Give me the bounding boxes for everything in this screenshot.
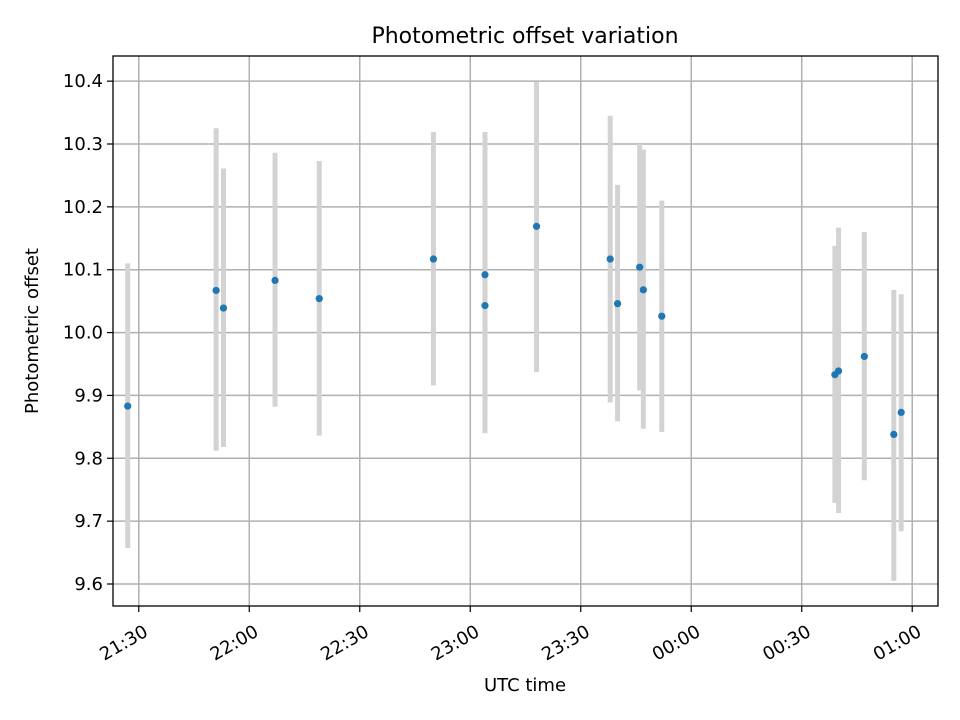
y-tick-label: 10.1 — [63, 260, 103, 281]
y-tick-label: 10.0 — [63, 323, 103, 344]
grid — [113, 56, 938, 606]
data-point — [860, 352, 868, 361]
error-bars — [125, 81, 904, 581]
data-point — [481, 301, 489, 310]
data-point — [897, 408, 905, 416]
data-points — [124, 222, 905, 438]
data-point — [219, 304, 228, 312]
y-tick-label: 9.6 — [74, 574, 103, 595]
x-tick-label: 22:30 — [317, 621, 372, 665]
data-point — [834, 367, 843, 375]
y-tick-label: 10.2 — [63, 197, 103, 218]
data-point — [212, 286, 220, 295]
data-point — [658, 312, 666, 320]
data-point — [606, 255, 614, 263]
x-tick-label: 01:00 — [870, 621, 925, 665]
data-point — [271, 276, 279, 284]
plot-frame — [112, 55, 939, 607]
y-tick-label: 9.8 — [74, 448, 103, 469]
x-tick-label: 00:30 — [759, 621, 814, 665]
x-tick-label: 21:30 — [96, 621, 151, 665]
data-point — [613, 300, 622, 308]
data-point — [639, 286, 647, 294]
data-point — [481, 271, 489, 279]
y-tick-label: 10.3 — [63, 134, 103, 155]
ticks: 9.6 9.7 9.8 9.9 10.0 10.1 10.2 10.3 10.4 21:30 22:… — [63, 71, 925, 665]
x-tick-label: 23:00 — [428, 621, 483, 665]
data-point — [636, 263, 644, 271]
data-point — [315, 295, 323, 303]
x-tick-label: 22:00 — [207, 621, 262, 665]
x-tick-label: 00:00 — [649, 621, 704, 665]
y-axis-label: Photometric offset — [22, 248, 43, 414]
chart-title: Photometric offset variation — [371, 24, 678, 49]
x-tick-label: 23:30 — [538, 621, 593, 665]
y-tick-label: 10.4 — [63, 71, 103, 92]
y-tick-label: 9.9 — [74, 385, 103, 406]
x-axis-label: UTC time — [484, 675, 566, 696]
data-point — [532, 222, 541, 230]
data-point — [890, 430, 898, 438]
data-point — [124, 402, 132, 410]
data-point — [429, 255, 438, 263]
y-tick-label: 9.7 — [74, 511, 103, 532]
